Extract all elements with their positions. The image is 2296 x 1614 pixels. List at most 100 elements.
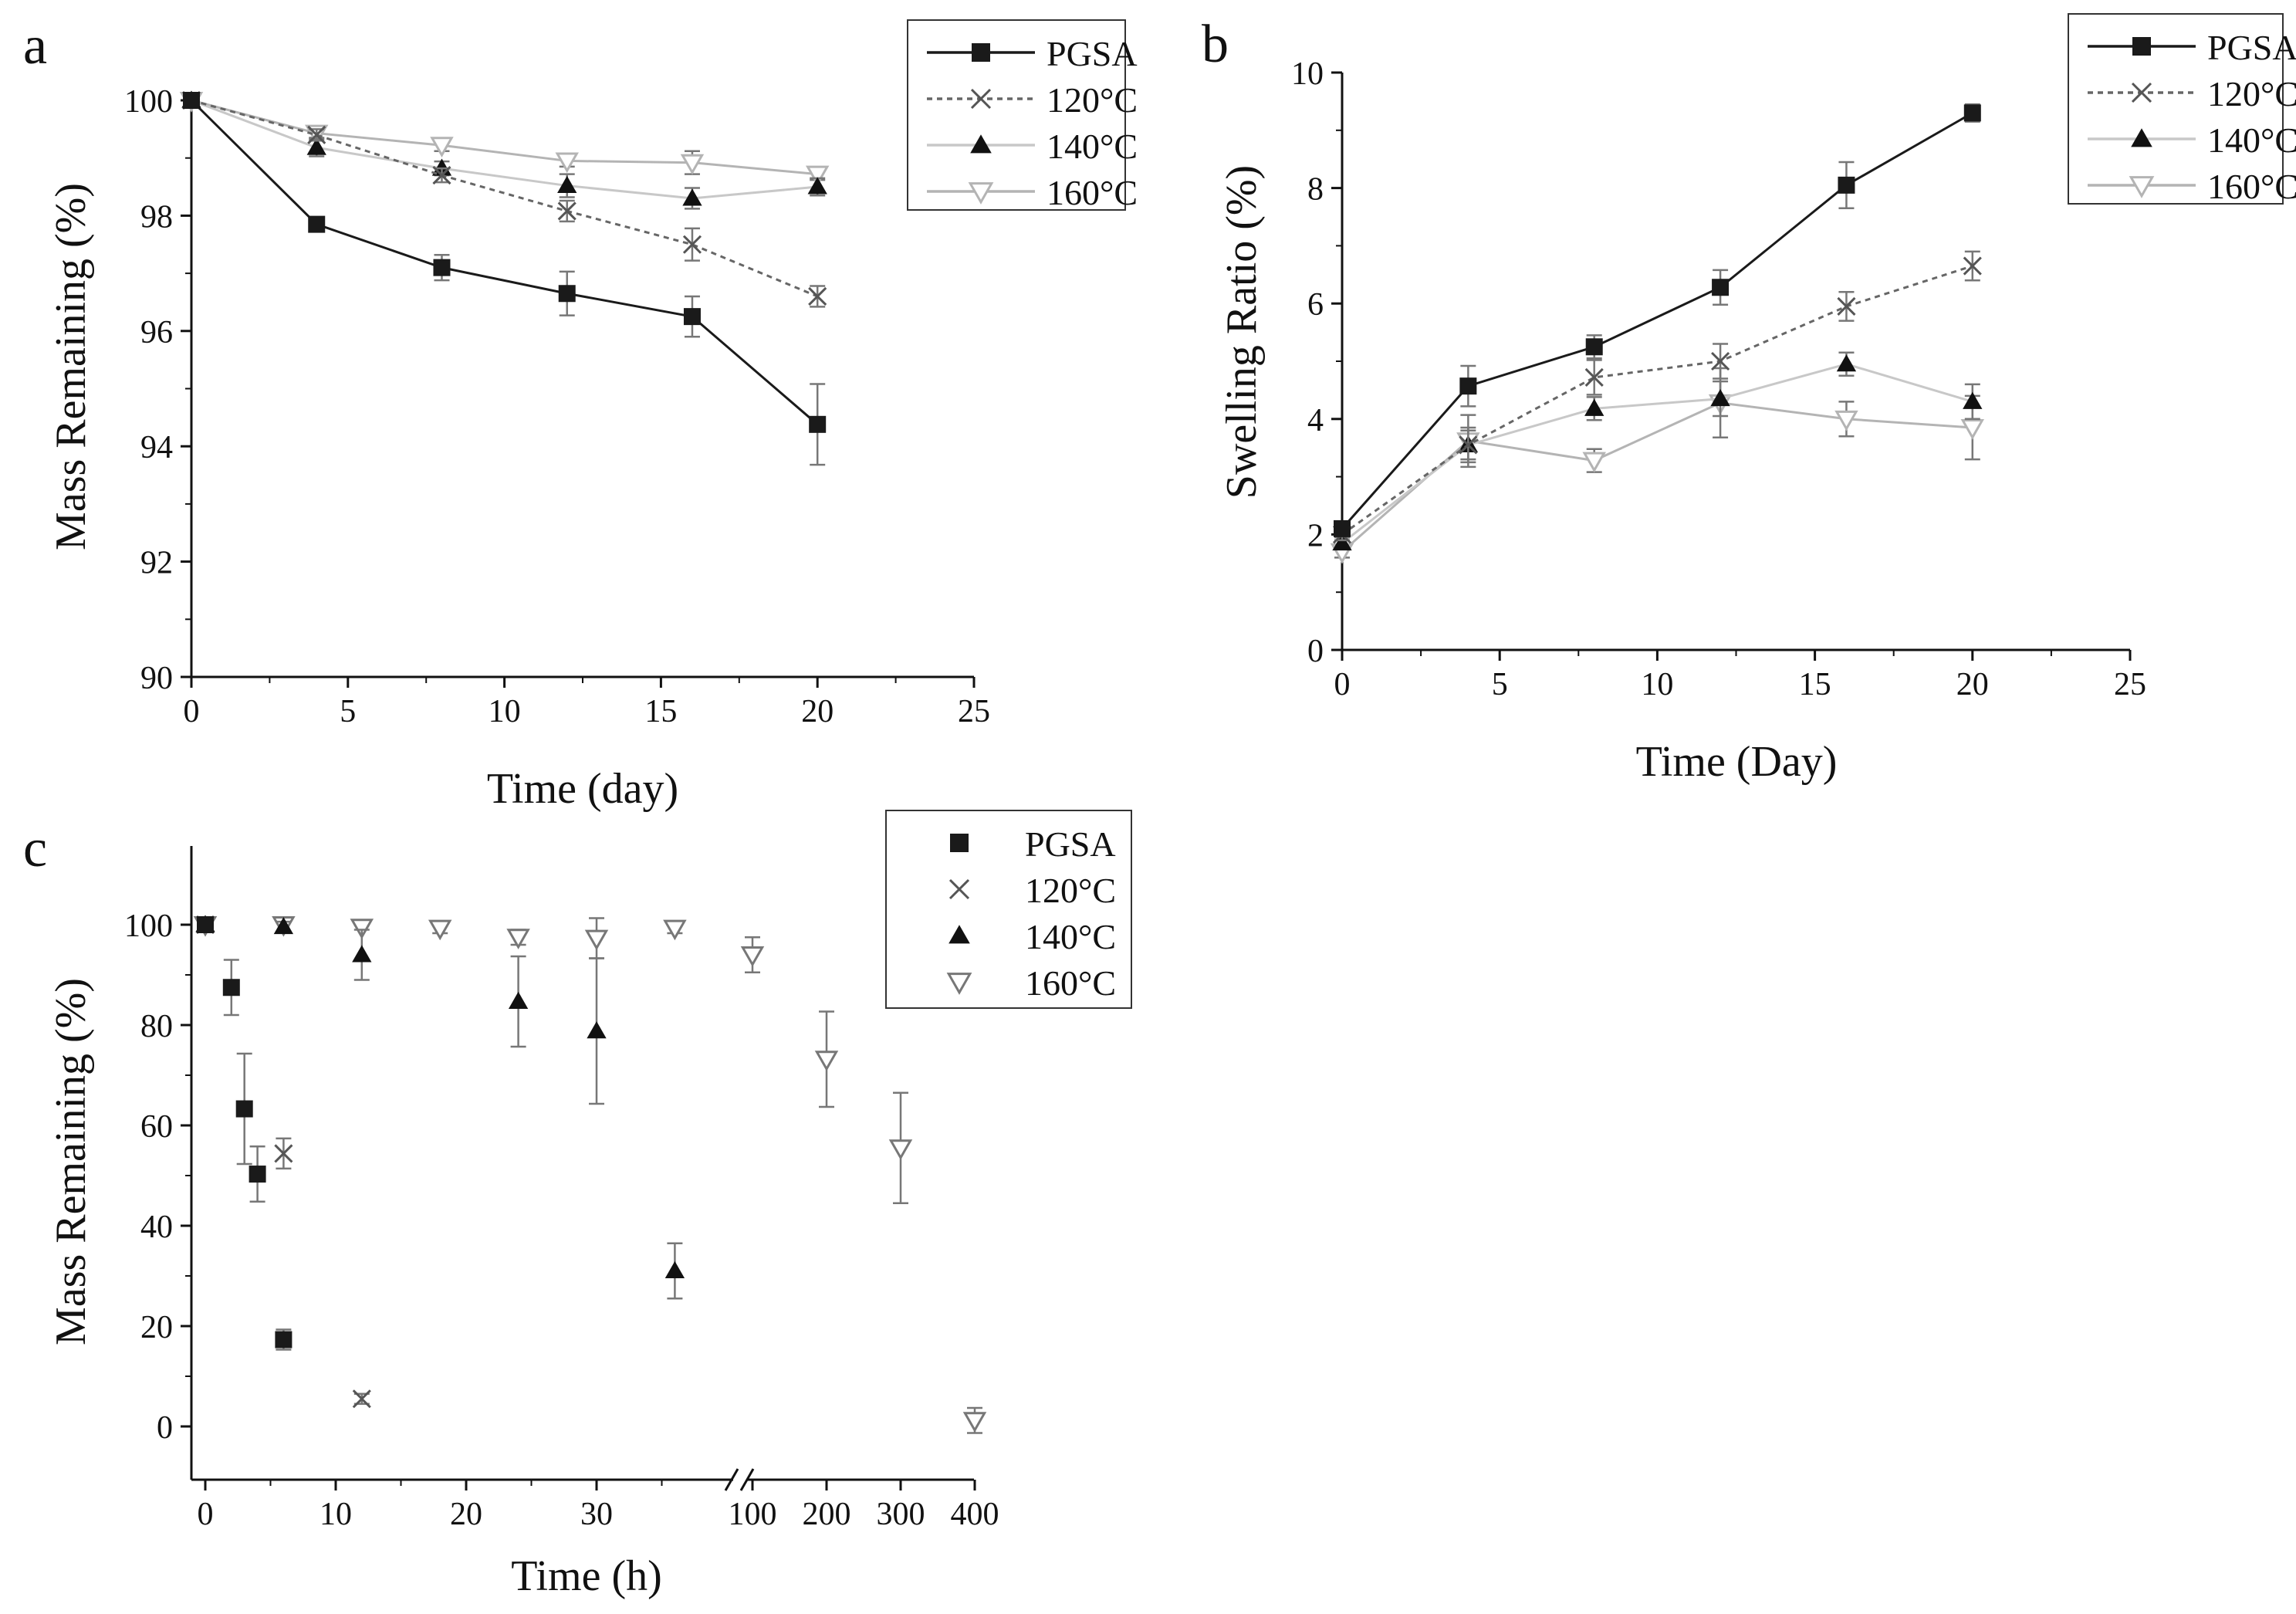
legend-box bbox=[885, 810, 1132, 1009]
panel-c-legend: PGSA 120°C 140°C 160°C bbox=[885, 810, 1132, 1009]
x-tick-label-25: 25 bbox=[2114, 667, 2146, 702]
legend-160c-marker bbox=[2129, 176, 2155, 198]
legend-pgsa-label: PGSA bbox=[2207, 28, 2296, 67]
y-tick-label-96: 96 bbox=[140, 315, 173, 350]
series-160c-point bbox=[506, 929, 530, 949]
y-tick-label-40: 40 bbox=[140, 1210, 173, 1245]
y-tick-label-8: 8 bbox=[1307, 172, 1324, 208]
series-160c-point bbox=[740, 946, 765, 967]
series-120c-point-stroke-2 bbox=[1711, 351, 1730, 371]
series-120c-point-stroke-2 bbox=[1963, 256, 1982, 276]
series-pgsa-point bbox=[558, 285, 576, 303]
legend-120c: 120°C bbox=[948, 871, 1116, 910]
series-120c-point-stroke-2 bbox=[557, 201, 577, 221]
series-160c-point bbox=[962, 1412, 987, 1433]
panel-c-x-axis-label: Time (h) bbox=[511, 1552, 662, 1600]
y-tick-label-92: 92 bbox=[140, 546, 173, 581]
series-120c-point bbox=[307, 125, 326, 144]
y-tick-label-10: 10 bbox=[1291, 56, 1324, 92]
series-pgsa-point bbox=[275, 1331, 292, 1348]
y-tick-label-90: 90 bbox=[140, 661, 173, 696]
legend-pgsa-marker bbox=[950, 834, 969, 852]
legend-120c-label: 120°C bbox=[2207, 74, 2296, 113]
legend-120c-label: 120°C bbox=[1025, 871, 1116, 910]
x-tick-label-10: 10 bbox=[1641, 667, 1673, 702]
series-pgsa-point bbox=[308, 215, 326, 233]
series-120c-point bbox=[808, 286, 827, 306]
x-tick-label-10: 10 bbox=[320, 1497, 352, 1532]
series-140c-point bbox=[1963, 391, 1983, 409]
x-tick-label-200: 200 bbox=[803, 1497, 851, 1532]
panel-b-plot-area: 0 2 4 6 8 10 0 5 10 15 20 25 bbox=[1291, 56, 2146, 702]
series-120c bbox=[181, 90, 827, 308]
series-120c-point-stroke-2 bbox=[307, 125, 326, 144]
x-tick-label-400: 400 bbox=[951, 1497, 999, 1532]
series-pgsa-point bbox=[1838, 176, 1855, 194]
x-tick-label-10: 10 bbox=[489, 694, 521, 729]
series-140c bbox=[181, 90, 827, 210]
panel-c-y-axis-label: Mass Remaining (%) bbox=[47, 978, 95, 1345]
panel-a-y-axis-label: Mass Remaining (%) bbox=[47, 183, 95, 550]
series-140c-line bbox=[1341, 363, 1973, 544]
legend-140c-label: 140°C bbox=[1047, 127, 1138, 166]
panel-b-x-axis-label: Time (Day) bbox=[1636, 738, 1838, 786]
series-120c-point bbox=[1584, 367, 1604, 387]
x-tick-label-5: 5 bbox=[340, 694, 356, 729]
x-tick-label-5: 5 bbox=[1492, 667, 1508, 702]
series-160c-point bbox=[428, 919, 452, 941]
series-160c-point bbox=[1834, 410, 1858, 431]
legend-120c-marker bbox=[2131, 82, 2152, 103]
y-tick-label-2: 2 bbox=[1307, 518, 1324, 553]
series-120c-point bbox=[1963, 256, 1982, 276]
series-pgsa-point bbox=[197, 916, 214, 933]
series-pgsa-point bbox=[433, 259, 451, 276]
series-140c-point bbox=[352, 945, 372, 963]
series-160c bbox=[1330, 367, 1985, 564]
series-140c-point bbox=[1584, 398, 1604, 416]
series-140c-point bbox=[306, 137, 326, 155]
panel-label-a: a bbox=[23, 16, 47, 76]
legend-160c-marker bbox=[968, 182, 994, 205]
series-160c-line bbox=[1341, 401, 1973, 553]
legend-120c: 120°C bbox=[2088, 74, 2296, 113]
x-tick-label-25: 25 bbox=[958, 694, 990, 729]
panel-c-plot-area: 0 20 40 60 80 100 0 10 20 30 100 200 300 400 bbox=[124, 846, 999, 1532]
series-pgsa-line bbox=[190, 99, 819, 425]
series-120c-point bbox=[274, 1144, 293, 1163]
x-tick-label-300: 300 bbox=[877, 1497, 925, 1532]
legend-120c-marker-stroke-2 bbox=[2131, 82, 2152, 103]
series-160c-point bbox=[584, 929, 609, 951]
legend-120c: 120°C bbox=[927, 80, 1138, 120]
series-pgsa-point bbox=[222, 979, 240, 996]
series-160c bbox=[179, 92, 830, 187]
series-pgsa-point bbox=[1712, 279, 1730, 296]
series-120c bbox=[1332, 250, 1982, 544]
legend-160c: 160°C bbox=[946, 963, 1116, 1003]
series-pgsa-point bbox=[1963, 104, 1981, 122]
y-tick-label-100: 100 bbox=[124, 909, 173, 944]
legend-pgsa: PGSA bbox=[950, 824, 1116, 864]
legend-160c: 160°C bbox=[927, 173, 1138, 212]
legend-pgsa: PGSA bbox=[2088, 28, 2296, 67]
legend-140c: 140°C bbox=[948, 917, 1116, 956]
x-tick-label-0: 0 bbox=[1334, 667, 1351, 702]
series-120c-point-stroke-2 bbox=[1837, 296, 1856, 316]
legend-120c-marker bbox=[970, 88, 992, 110]
legend-140c: 140°C bbox=[927, 127, 1138, 166]
series-160c-point bbox=[680, 154, 705, 175]
y-tick-label-20: 20 bbox=[140, 1310, 173, 1345]
series-140c-point bbox=[682, 188, 702, 206]
series-120c-point-stroke-2 bbox=[432, 166, 451, 185]
series-120c-point-stroke-2 bbox=[682, 235, 702, 254]
x-tick-label-0: 0 bbox=[184, 694, 200, 729]
series-pgsa-point bbox=[235, 1100, 253, 1118]
series-160c-point bbox=[1960, 419, 1985, 440]
series-pgsa-point bbox=[1334, 519, 1351, 537]
series-160c-point bbox=[1582, 452, 1606, 473]
x-tick-label-15: 15 bbox=[644, 694, 677, 729]
legend-160c: 160°C bbox=[2088, 167, 2296, 206]
series-140c-point bbox=[273, 916, 294, 935]
series-pgsa-point bbox=[249, 1166, 266, 1183]
legend-140c-label: 140°C bbox=[2207, 120, 2296, 160]
